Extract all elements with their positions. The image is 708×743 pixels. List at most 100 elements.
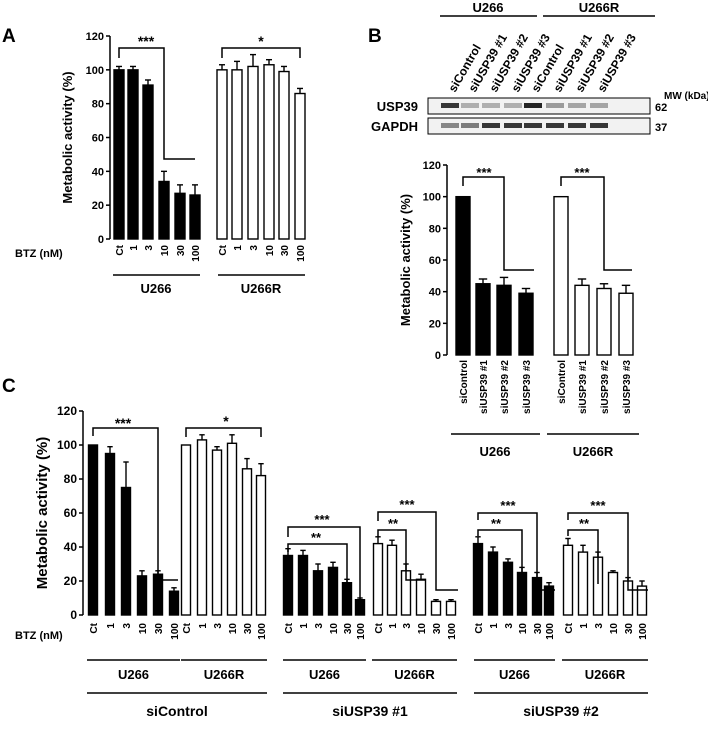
significance-bracket: [567, 529, 599, 584]
x-tick-label: 30: [280, 245, 291, 257]
bar: [596, 287, 612, 356]
y-tick-label: 20: [64, 574, 78, 588]
condition-label: siUSP39 #1: [332, 703, 408, 719]
x-tick-label: 3: [594, 623, 605, 629]
blot-band: [568, 123, 586, 128]
x-tick-label: 3: [144, 245, 155, 251]
y-tick-label: 0: [98, 234, 104, 246]
x-tick-label: siControl: [459, 360, 470, 404]
x-tick-label: 10: [417, 623, 428, 635]
x-tick-label: 3: [249, 245, 260, 251]
group-label: U266R: [241, 281, 282, 296]
bar: [231, 69, 243, 240]
bar: [127, 69, 139, 240]
y-tick-label: 120: [57, 404, 77, 418]
significance-mark: **: [388, 516, 399, 531]
blot-protein-label: GAPDH: [371, 119, 418, 134]
y-tick-label: 60: [429, 255, 441, 267]
blot-band: [482, 103, 500, 108]
bar: [430, 600, 442, 616]
bar: [87, 444, 99, 616]
group-label: U266R: [573, 444, 614, 459]
x-tick-label: 3: [122, 623, 133, 629]
blot-band: [524, 123, 542, 128]
bar: [278, 70, 290, 240]
x-tick-label: siUSP39 #2: [500, 360, 511, 414]
blot-band: [461, 123, 479, 128]
significance-bracket: [185, 427, 262, 437]
significance-mark: ***: [399, 497, 415, 512]
bar: [445, 600, 457, 616]
y-tick-label: 80: [92, 99, 104, 111]
y-axis-label: Metabolic activity (%): [60, 71, 75, 203]
blot-group-label: U266R: [579, 0, 620, 15]
y-tick-label: 100: [57, 438, 77, 452]
significance-bracket: [221, 47, 301, 58]
y-tick-label: 40: [429, 287, 441, 299]
bar: [372, 542, 384, 616]
x-tick-label: siUSP39 #1: [578, 360, 589, 414]
blot-band: [546, 123, 564, 128]
y-tick-label: 60: [92, 133, 104, 145]
x-tick-label: 1: [299, 623, 310, 629]
significance-mark: **: [579, 516, 590, 531]
x-tick-label: Ct: [115, 244, 126, 255]
bar: [226, 442, 238, 616]
significance-bracket: [287, 543, 348, 584]
bar: [297, 554, 309, 616]
blot-band: [504, 103, 522, 108]
group-label: U266: [499, 667, 530, 682]
x-tick-label: siUSP39 #3: [522, 360, 533, 414]
y-tick-label: 60: [64, 506, 78, 520]
bar: [574, 284, 590, 356]
bar: [472, 542, 484, 616]
x-tick-label: siControl: [557, 360, 568, 404]
y-tick-label: 0: [70, 608, 77, 622]
x-tick-label: 3: [213, 623, 224, 629]
blot-band: [590, 103, 608, 108]
blot-protein-label: USP39: [377, 99, 418, 114]
bar: [386, 544, 398, 616]
condition-label: siUSP39 #2: [523, 703, 599, 719]
y-axis-label: Metabolic activity (%): [34, 437, 51, 590]
bar: [618, 292, 634, 356]
significance-mark: ***: [476, 165, 492, 180]
bar: [294, 92, 306, 240]
blot-band: [504, 123, 522, 128]
x-tick-label: 10: [609, 623, 620, 635]
x-tick-label: 10: [138, 623, 149, 635]
bar: [341, 582, 353, 616]
x-tick-label: Ct: [564, 622, 575, 633]
x-tick-label: Ct: [474, 622, 485, 633]
blot-band: [441, 103, 459, 108]
x-axis-prefix: BTZ (nM): [15, 248, 63, 260]
x-tick-label: 10: [265, 245, 276, 257]
significance-mark: ***: [138, 33, 155, 49]
bar: [475, 283, 491, 356]
x-tick-label: 1: [106, 623, 117, 629]
x-tick-label: 30: [154, 623, 165, 635]
x-tick-label: 30: [176, 245, 187, 257]
x-tick-label: 100: [356, 623, 367, 640]
x-tick-label: Ct: [89, 622, 100, 633]
x-tick-label: 100: [638, 623, 649, 640]
panel-label-a: A: [2, 26, 16, 47]
y-tick-label: 80: [429, 223, 441, 235]
significance-bracket: [92, 427, 178, 581]
significance-mark: **: [491, 516, 502, 531]
blot-group-label: U266: [472, 0, 503, 15]
bar: [312, 570, 324, 616]
bar: [113, 69, 125, 240]
significance-mark: ***: [500, 498, 516, 513]
x-tick-label: 30: [432, 623, 443, 635]
blot-band: [524, 103, 542, 108]
blot-mw-header: MW (kDa): [664, 91, 708, 102]
blot-band: [568, 103, 586, 108]
bar: [607, 571, 619, 616]
x-tick-label: siUSP39 #1: [479, 360, 490, 414]
x-tick-label: 100: [191, 245, 202, 262]
bar: [180, 444, 192, 616]
significance-bracket: [287, 526, 361, 600]
x-tick-label: 3: [314, 623, 325, 629]
